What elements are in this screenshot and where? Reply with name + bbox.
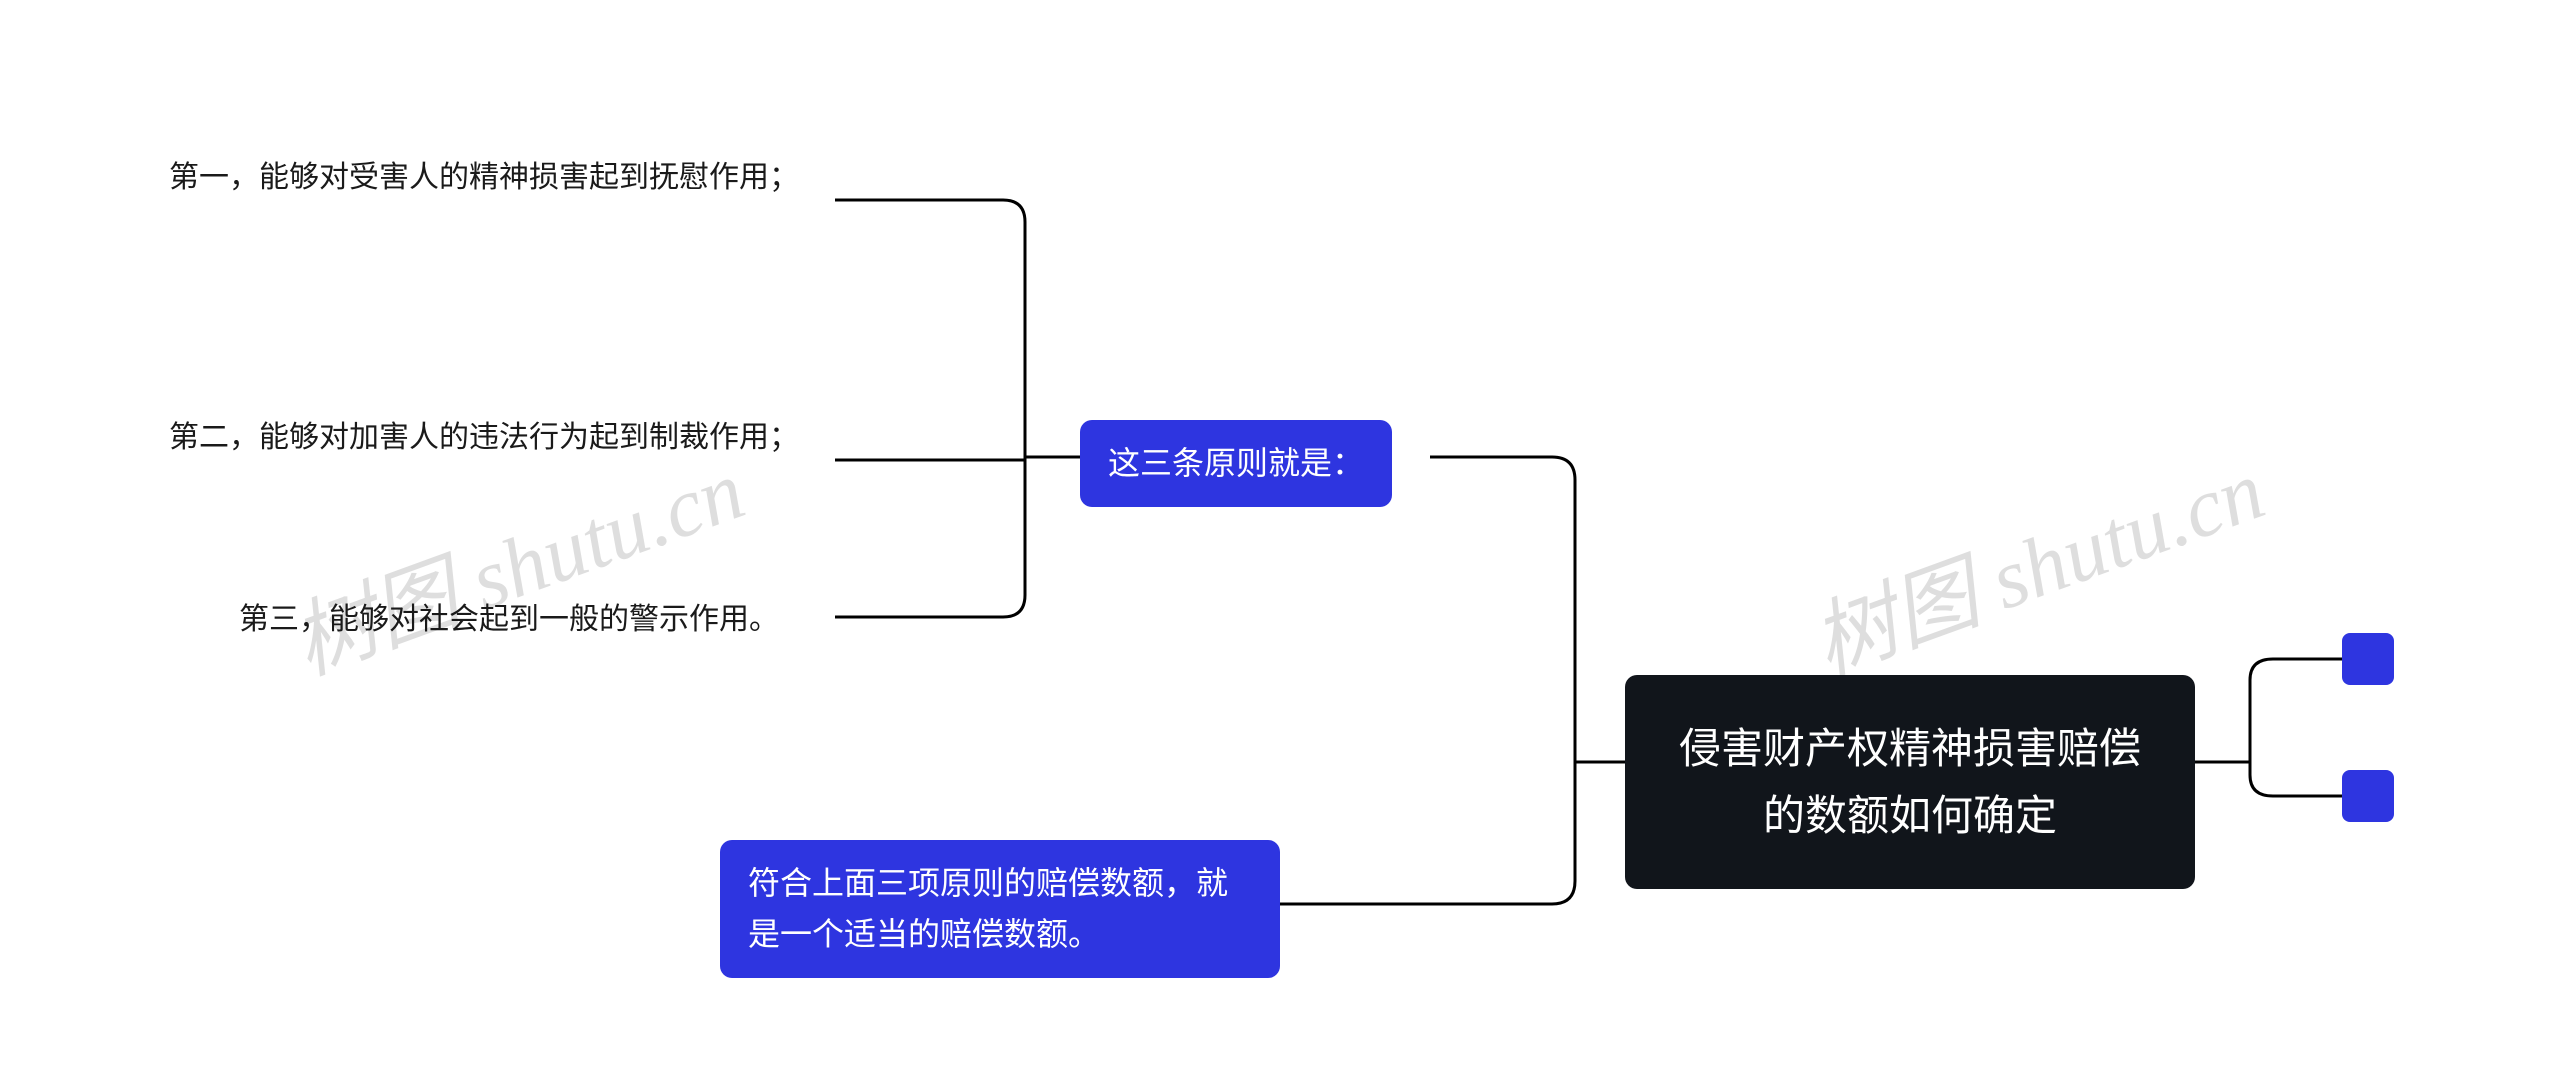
branch-line2: 是一个适当的赔偿数额。 xyxy=(748,909,1228,960)
watermark: 树图 shutu.cn xyxy=(1794,423,2278,698)
center-node-line2: 的数额如何确定 xyxy=(1655,782,2165,849)
branch-node-conclusion[interactable]: 符合上面三项原则的赔偿数额，就 是一个适当的赔偿数额。 xyxy=(720,840,1280,978)
branch-label: 这三条原则就是： xyxy=(1108,438,1364,489)
stub-node-1[interactable] xyxy=(2342,633,2394,685)
stub-node-2[interactable] xyxy=(2342,770,2394,822)
leaf-principle-3: 第三，能够对社会起到一般的警示作用。 xyxy=(235,592,835,648)
branch-node-principles[interactable]: 这三条原则就是： xyxy=(1080,420,1392,507)
center-node[interactable]: 侵害财产权精神损害赔偿 的数额如何确定 xyxy=(1625,675,2195,889)
branch-line1: 符合上面三项原则的赔偿数额，就 xyxy=(748,858,1228,909)
connector-center-right xyxy=(2195,620,2345,840)
center-node-line1: 侵害财产权精神损害赔偿 xyxy=(1655,715,2165,782)
leaf-principle-2: 第二，能够对加害人的违法行为起到制裁作用； xyxy=(165,410,835,466)
leaf-principle-1: 第一，能够对受害人的精神损害起到抚慰作用； xyxy=(165,150,835,206)
connector-b1-children xyxy=(835,150,1085,670)
